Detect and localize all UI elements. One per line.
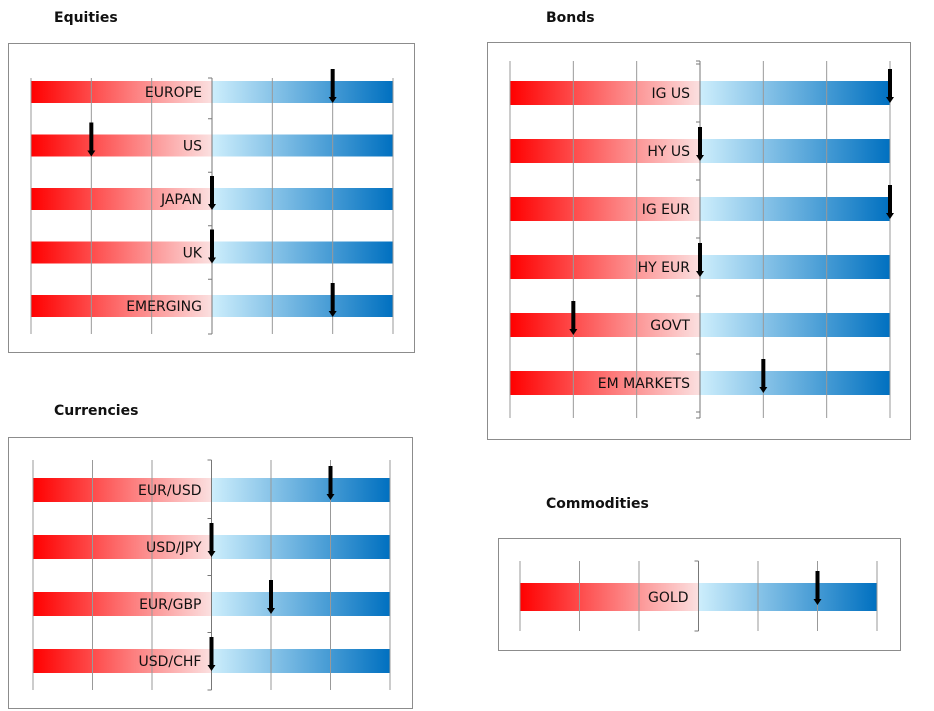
commodities-indicator-shaft — [815, 571, 820, 599]
equities-bar-positive — [212, 295, 393, 317]
equities-bar-negative — [31, 188, 212, 210]
bonds-indicator-shaft — [888, 69, 892, 97]
currencies-category-label: EUR/GBP — [139, 597, 201, 613]
equities-indicator-shaft — [330, 283, 335, 311]
equities-bar-positive — [212, 81, 393, 103]
bonds-category-label: HY EUR — [638, 260, 691, 276]
bonds-category-label: EM MARKETS — [598, 376, 690, 392]
bonds-indicator-shaft — [888, 185, 892, 213]
currencies-category-label: EUR/USD — [138, 483, 201, 499]
equities-indicator-tip — [328, 311, 337, 317]
commodities-panel: GOLD — [498, 538, 901, 651]
equities-indicator-tip — [87, 150, 96, 157]
currencies-bar-positive — [211, 478, 390, 502]
currencies-indicator-shaft — [328, 466, 333, 494]
bonds-title: Bonds — [546, 10, 595, 26]
currencies-category-label: USD/JPY — [146, 540, 202, 556]
currencies-bar-negative — [33, 478, 212, 502]
equities-category-label: EMERGING — [126, 299, 202, 315]
commodities-indicator-tip — [813, 599, 822, 605]
bonds-indicator-tip — [886, 97, 894, 103]
currencies-panel: EUR/USD USD/JPY EUR/GBP USD/CHF — [8, 437, 413, 709]
bonds-indicator-shaft — [761, 359, 766, 387]
equities-category-label: EUROPE — [145, 85, 202, 101]
currencies-bar-positive — [211, 592, 390, 616]
equities-category-label: UK — [183, 246, 203, 262]
bonds-category-label: IG US — [651, 86, 690, 102]
equities-indicator-shaft — [210, 229, 214, 258]
equities-indicator-shaft — [89, 122, 94, 151]
commodities-category-label: GOLD — [648, 590, 688, 606]
commodities-bar-positive — [698, 583, 877, 611]
equities-indicator-tip — [208, 204, 216, 210]
bonds-bar-positive — [700, 255, 890, 279]
bonds-bar-positive — [700, 197, 890, 221]
bonds-bar-negative — [510, 139, 700, 163]
currencies-indicator-shaft — [209, 523, 214, 551]
bonds-indicator-tip — [759, 387, 768, 393]
commodities-chart: GOLD — [519, 560, 878, 632]
currencies-bar-positive — [211, 535, 390, 559]
bonds-category-label: HY US — [647, 144, 690, 160]
bonds-bar-negative — [510, 197, 700, 221]
bonds-category-label: IG EUR — [642, 202, 691, 218]
bonds-indicator-shaft — [698, 243, 702, 271]
equities-indicator-tip — [208, 257, 216, 264]
currencies-indicator-tip — [207, 551, 216, 557]
bonds-indicator-tip — [886, 213, 894, 219]
currencies-chart: EUR/USD USD/JPY EUR/GBP USD/CHF — [32, 459, 391, 691]
bonds-bar-positive — [700, 313, 890, 337]
equities-bar-negative — [31, 81, 212, 103]
equities-category-label: US — [183, 139, 202, 155]
equities-bar-negative — [31, 241, 212, 264]
bonds-indicator-shaft — [698, 127, 702, 155]
equities-bar-positive — [212, 241, 393, 264]
currencies-bar-negative — [33, 535, 212, 559]
currencies-bar-positive — [211, 649, 390, 673]
bonds-indicator-tip — [569, 329, 578, 335]
equities-panel: EUROPE US JAPAN UK EMERGING — [8, 43, 415, 353]
bonds-bar-negative — [510, 371, 700, 395]
equities-chart: EUROPE US JAPAN UK EMERGING — [30, 69, 394, 335]
equities-title: Equities — [54, 10, 118, 26]
bonds-chart: IG US HY US IG EUR HY EUR GOVT EM MARKETS — [509, 60, 894, 419]
currencies-title: Currencies — [54, 403, 139, 419]
bonds-bar-negative — [510, 313, 700, 337]
currencies-category-label: USD/CHF — [139, 654, 202, 670]
currencies-indicator-shaft — [269, 580, 273, 608]
currencies-indicator-tip — [326, 494, 335, 500]
currencies-indicator-tip — [267, 608, 275, 614]
equities-bar-positive — [212, 188, 393, 210]
bonds-bar-negative — [510, 81, 700, 105]
bonds-bar-positive — [700, 81, 890, 105]
equities-bar-negative — [31, 295, 212, 317]
bonds-bar-negative — [510, 255, 700, 279]
currencies-indicator-shaft — [209, 637, 214, 665]
equities-category-label: JAPAN — [160, 192, 202, 208]
bonds-indicator-tip — [696, 155, 704, 161]
equities-bar-positive — [212, 134, 393, 157]
bonds-panel: IG US HY US IG EUR HY EUR GOVT EM MARKETS — [487, 42, 911, 440]
commodities-bar-negative — [520, 583, 699, 611]
commodities-title: Commodities — [546, 496, 649, 512]
equities-indicator-tip — [328, 97, 337, 103]
bonds-category-label: GOVT — [650, 318, 690, 334]
bonds-bar-positive — [700, 371, 890, 395]
bonds-indicator-tip — [696, 271, 704, 277]
equities-indicator-shaft — [210, 176, 214, 204]
currencies-bar-negative — [33, 649, 212, 673]
currencies-bar-negative — [33, 592, 212, 616]
equities-bar-negative — [31, 134, 212, 157]
currencies-indicator-tip — [207, 665, 216, 671]
bonds-bar-positive — [700, 139, 890, 163]
equities-indicator-shaft — [330, 69, 335, 97]
bonds-indicator-shaft — [571, 301, 576, 329]
